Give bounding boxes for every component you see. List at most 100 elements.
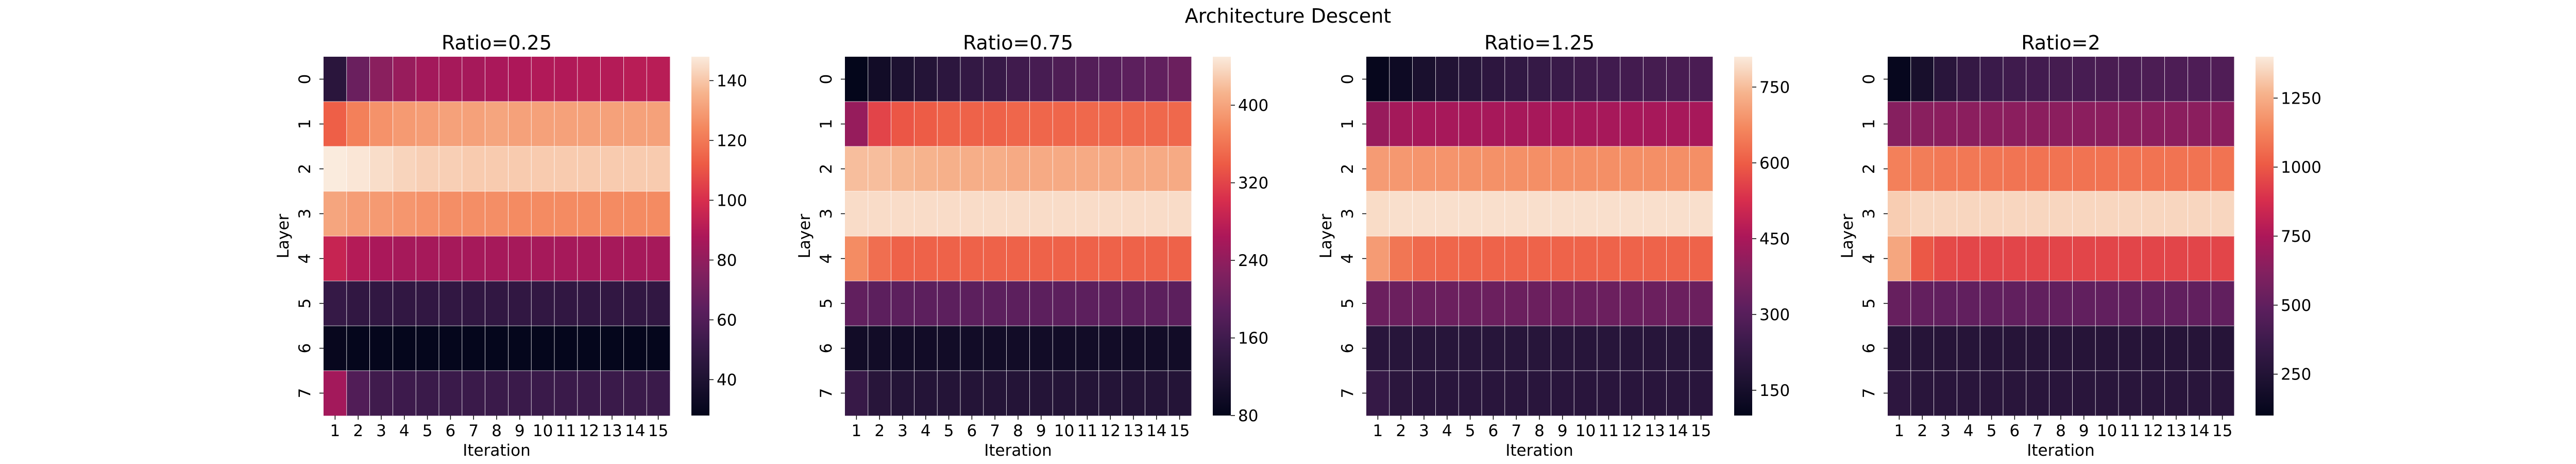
x-tick-label: 14	[1668, 422, 1688, 440]
heatmap-cell	[1366, 281, 1390, 326]
heatmap-cell	[1597, 281, 1621, 326]
heatmap-cell	[891, 102, 914, 147]
x-tick-label: 11	[2120, 422, 2140, 440]
heatmap-cell	[623, 57, 647, 102]
heatmap-cell	[845, 102, 869, 147]
heatmap-cell	[1145, 371, 1168, 416]
heatmap-cell	[508, 146, 532, 192]
heatmap-cell	[1643, 236, 1667, 281]
heatmap-cell	[960, 281, 984, 326]
heatmap-cell	[485, 371, 509, 416]
colorbar-tick-label: 750	[1759, 78, 1790, 97]
heatmap-cell	[2026, 57, 2049, 102]
heatmap-cell	[1574, 371, 1598, 416]
x-tick-label: 3	[1419, 422, 1429, 440]
x-tick-label: 6	[967, 422, 977, 440]
x-tick-label: 11	[556, 422, 576, 440]
heatmap-cell	[914, 371, 938, 416]
heatmap-cell	[393, 281, 416, 326]
heatmap-cell	[1366, 146, 1390, 192]
colorbar-tick-label: 80	[717, 251, 737, 270]
heatmap-cell	[1168, 191, 1192, 237]
heatmap-cell	[1504, 102, 1528, 147]
heatmap-cell	[416, 371, 439, 416]
x-tick-label: 7	[468, 422, 479, 440]
heatmap-cell	[1459, 371, 1482, 416]
heatmap-cell	[1957, 191, 1980, 237]
heatmap-cell	[845, 57, 869, 102]
x-tick-label: 3	[1940, 422, 1951, 440]
heatmap-cell	[1504, 371, 1528, 416]
heatmap-cell	[1574, 146, 1598, 192]
y-tick-label: 4	[817, 254, 836, 264]
heatmap-cell	[1528, 102, 1551, 147]
heatmap-cell	[1934, 326, 1957, 371]
heatmap-cell	[577, 57, 601, 102]
heatmap-cell	[1006, 191, 1030, 237]
heatmap-cell	[1574, 191, 1598, 237]
heatmap-cell	[1006, 326, 1030, 371]
colorbar	[2256, 57, 2274, 416]
heatmap-cell	[1551, 236, 1574, 281]
heatmap-cell	[2049, 326, 2073, 371]
heatmap-cell	[2211, 102, 2234, 147]
heatmap-cell	[1551, 191, 1574, 237]
heatmap-cell	[891, 371, 914, 416]
heatmap-cell	[1643, 146, 1667, 192]
heatmap-cell	[462, 57, 485, 102]
heatmap-cell	[1643, 281, 1667, 326]
x-tick-label: 3	[897, 422, 908, 440]
heatmap-cell	[1597, 191, 1621, 237]
heatmap-cell	[1168, 102, 1192, 147]
heatmap-cell	[2119, 326, 2142, 371]
heatmap-cell	[2049, 102, 2073, 147]
heatmap-cell	[1412, 236, 1436, 281]
heatmap-cell	[983, 371, 1007, 416]
heatmap-cell	[1620, 102, 1643, 147]
heatmap-cell	[1574, 281, 1598, 326]
heatmap-cell	[324, 236, 347, 281]
heatmap-cell	[324, 326, 347, 371]
heatmap-cell	[1910, 281, 1934, 326]
y-tick-label: 7	[296, 388, 314, 399]
heatmap-cell	[1934, 57, 1957, 102]
heatmap-cell	[508, 236, 532, 281]
heatmap-cell	[1076, 146, 1099, 192]
heatmap-cell	[983, 57, 1007, 102]
heatmap-cell	[1666, 371, 1690, 416]
heatmap-cell	[1435, 236, 1459, 281]
heatmap-cell	[1029, 326, 1053, 371]
heatmap-cell	[1504, 57, 1528, 102]
heatmap-cell	[1574, 326, 1598, 371]
heatmap-cell	[485, 57, 509, 102]
heatmap-cell	[1620, 57, 1643, 102]
heatmap-cell	[891, 326, 914, 371]
colorbar-tick-label: 400	[1238, 96, 1268, 115]
heatmap-cell	[1934, 281, 1957, 326]
heatmap-cell	[2072, 371, 2096, 416]
heatmap-cell	[2188, 236, 2211, 281]
heatmap-cell	[416, 102, 439, 147]
heatmap-cell	[983, 146, 1007, 192]
heatmap-cell	[2072, 102, 2096, 147]
colorbar-tick-label: 250	[2281, 366, 2311, 384]
heatmap-cell	[2141, 102, 2165, 147]
heatmap-cell	[1643, 326, 1667, 371]
heatmap-cell	[2188, 102, 2211, 147]
heatmap-cell	[1435, 57, 1459, 102]
heatmap-cell	[1689, 281, 1713, 326]
heatmap-cell	[1980, 281, 2004, 326]
heatmap-cell	[1910, 371, 1934, 416]
heatmap-cell	[647, 281, 670, 326]
colorbar-tick-label: 750	[2281, 227, 2311, 246]
heatmap-cell	[2164, 281, 2188, 326]
heatmap-cell	[2188, 146, 2211, 192]
heatmap-cell	[1122, 326, 1145, 371]
x-tick-label: 2	[353, 422, 363, 440]
heatmap-cell	[1098, 146, 1122, 192]
heatmap-cell	[1666, 102, 1690, 147]
heatmap-cell	[1029, 57, 1053, 102]
x-tick-label: 1	[1373, 422, 1383, 440]
heatmap-cell	[914, 236, 938, 281]
heatmap-cell	[1412, 281, 1436, 326]
